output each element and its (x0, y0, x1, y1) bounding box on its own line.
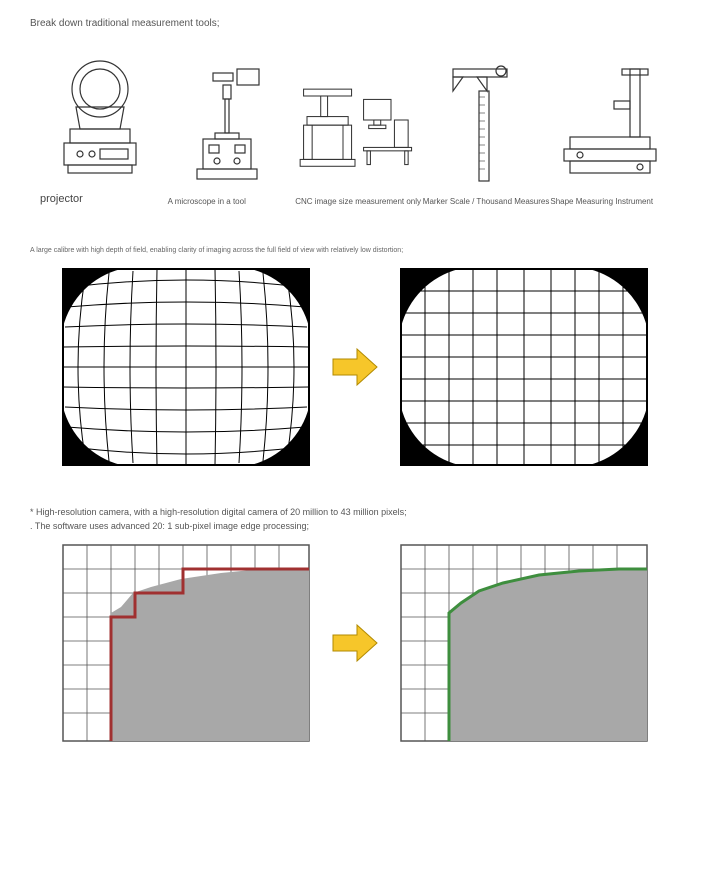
smooth-edge-panel (399, 543, 649, 743)
edge-diagram (30, 543, 680, 743)
camera-line2: . The software uses advanced 20: 1 sub-p… (30, 521, 680, 531)
tool-label: CNC image size measurement only (287, 197, 423, 207)
arrow-icon (331, 347, 379, 387)
tool-label: Marker Scale / Thousand Measures (415, 197, 551, 207)
tool-label: A microscope in a tool (160, 197, 296, 207)
arrow-icon (331, 623, 379, 663)
section-heading: Break down traditional measurement tools… (30, 18, 680, 29)
projector-icon (40, 57, 160, 187)
corrected-grid (399, 267, 649, 467)
tool-label: Shape Measuring Instrument (542, 197, 678, 207)
distortion-diagram (30, 267, 680, 467)
tool-projector: projector (36, 57, 164, 206)
tools-row: projector A microscope in (30, 57, 680, 206)
distortion-caption: A large calibre with high depth of field… (30, 246, 680, 257)
caliper-icon (423, 61, 543, 191)
camera-line1: * High-resolution camera, with a high-re… (30, 507, 680, 517)
distorted-grid (61, 267, 311, 467)
jagged-edge-panel (61, 543, 311, 743)
tool-label: projector (32, 193, 168, 206)
tool-cnc: CNC image size measurement only (291, 61, 419, 207)
shape-instrument-icon (550, 61, 670, 191)
tool-microscope: A microscope in a tool (164, 61, 292, 207)
cnc-icon (295, 61, 415, 191)
microscope-icon (167, 61, 287, 191)
tool-shape: Shape Measuring Instrument (546, 61, 674, 207)
tool-scale: Marker Scale / Thousand Measures (419, 61, 547, 207)
